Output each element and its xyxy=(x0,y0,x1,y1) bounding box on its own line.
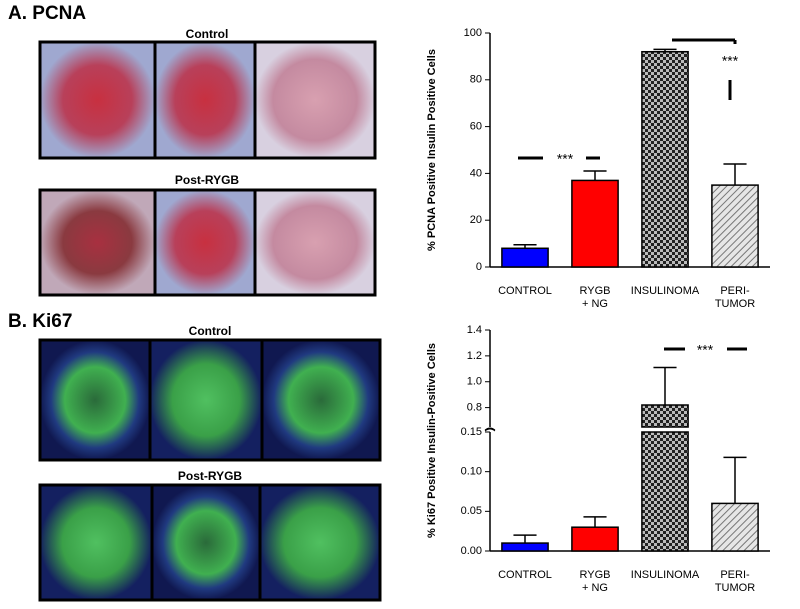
y-tick-label: 0.8 xyxy=(467,402,482,414)
axis-break xyxy=(484,427,496,432)
error-bar xyxy=(653,48,677,52)
micrographs xyxy=(38,40,382,602)
x-tick-label: RYGB + NG xyxy=(580,569,611,594)
error-bar xyxy=(723,163,747,186)
y-tick-label: 60 xyxy=(470,121,482,133)
y-tick-label: 100 xyxy=(464,27,482,39)
image-label: Control xyxy=(189,324,232,338)
micrograph xyxy=(38,188,157,297)
y-tick-label: 40 xyxy=(470,167,482,179)
image-label: Post-RYGB xyxy=(178,469,243,483)
micrograph xyxy=(38,338,152,462)
micrograph xyxy=(253,40,377,160)
bar xyxy=(641,404,689,428)
x-tick-label: INSULINOMA xyxy=(631,285,700,297)
significance-label: *** xyxy=(697,342,714,358)
y-tick-label: 0.05 xyxy=(461,505,482,517)
micrograph xyxy=(150,483,262,602)
x-tick-label: CONTROL xyxy=(498,285,552,297)
bar xyxy=(501,542,549,552)
y-tick-label: 80 xyxy=(470,74,482,86)
significance-label: *** xyxy=(557,151,574,167)
bar xyxy=(501,247,549,268)
micrograph xyxy=(148,338,264,462)
bar xyxy=(571,526,619,552)
error-bar xyxy=(513,244,537,249)
y-tick-label: 1.0 xyxy=(467,376,482,388)
micrograph xyxy=(253,188,377,297)
y-axis-label: % PCNA Positive Insulin Positive Cells xyxy=(426,49,438,251)
x-tick-label: CONTROL xyxy=(498,569,552,581)
error-bar xyxy=(513,534,537,544)
micrograph xyxy=(153,188,257,297)
error-bar xyxy=(583,516,607,528)
error-bar xyxy=(653,366,677,406)
y-tick-label: 0.15 xyxy=(461,426,482,438)
panel-title: B. Ki67 xyxy=(8,311,72,332)
y-tick-label: 0.10 xyxy=(461,466,482,478)
y-tick-label: 0 xyxy=(476,261,482,273)
image-label: Control xyxy=(186,27,229,41)
micrograph xyxy=(258,483,382,602)
x-tick-label: PERI-TUMOR xyxy=(715,285,755,310)
x-tick-label: PERI-TUMOR xyxy=(715,569,755,594)
y-tick-label: 0.00 xyxy=(461,545,482,557)
micrograph xyxy=(260,338,382,462)
x-tick-label: INSULINOMA xyxy=(631,569,700,581)
micrograph xyxy=(38,40,157,160)
error-bar xyxy=(723,456,747,504)
bar xyxy=(711,502,759,552)
y-tick-label: 1.2 xyxy=(467,350,482,362)
x-tick-label: RYGB + NG xyxy=(580,285,611,310)
bar xyxy=(641,431,689,552)
micrograph xyxy=(153,40,257,160)
y-axis-label: % Ki67 Positive Insulin-Positive Cells xyxy=(426,343,438,538)
bar xyxy=(571,179,619,268)
significance-label: *** xyxy=(722,53,739,69)
panel-title: A. PCNA xyxy=(8,3,86,24)
bar xyxy=(711,184,759,268)
error-bar xyxy=(583,170,607,181)
micrograph xyxy=(38,483,154,602)
y-tick-label: 20 xyxy=(470,214,482,226)
y-tick-label: 1.4 xyxy=(467,324,482,336)
bar xyxy=(641,50,689,268)
image-label: Post-RYGB xyxy=(175,173,240,187)
